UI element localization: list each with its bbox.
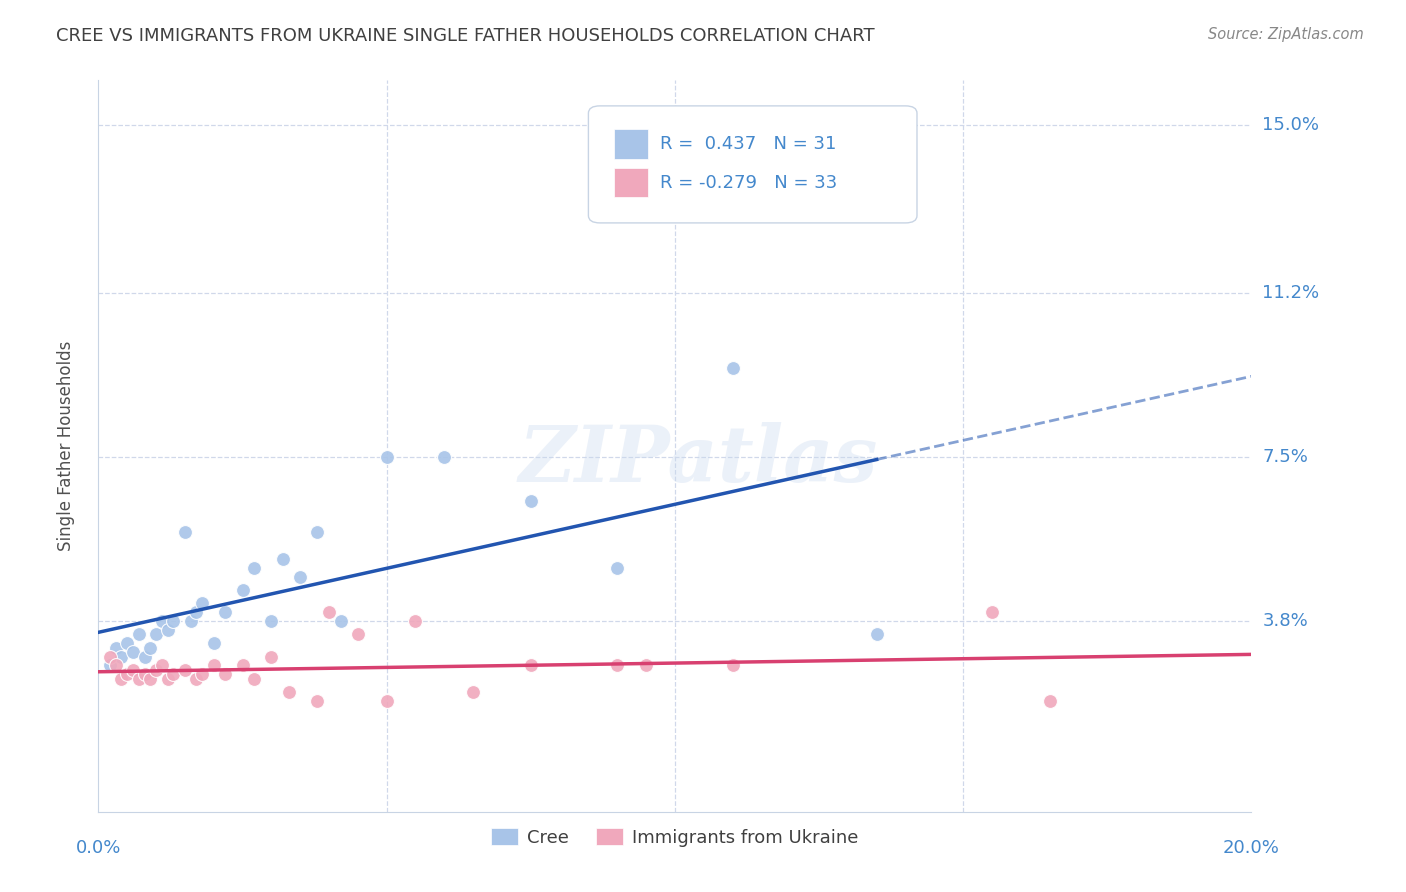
- Point: [433, 450, 456, 464]
- Text: Source: ZipAtlas.com: Source: ZipAtlas.com: [1208, 27, 1364, 42]
- Point: [110, 649, 132, 664]
- Y-axis label: Single Father Households: Single Father Households: [56, 341, 75, 551]
- Point: [145, 627, 167, 641]
- Point: [202, 636, 225, 650]
- Point: [156, 623, 179, 637]
- Legend: Cree, Immigrants from Ukraine: Cree, Immigrants from Ukraine: [484, 822, 866, 854]
- Point: [191, 667, 214, 681]
- Point: [202, 658, 225, 673]
- Text: CREE VS IMMIGRANTS FROM UKRAINE SINGLE FATHER HOUSEHOLDS CORRELATION CHART: CREE VS IMMIGRANTS FROM UKRAINE SINGLE F…: [56, 27, 875, 45]
- FancyBboxPatch shape: [589, 106, 917, 223]
- Point: [981, 605, 1004, 619]
- Point: [318, 605, 340, 619]
- Point: [122, 663, 145, 677]
- Text: R = -0.279   N = 33: R = -0.279 N = 33: [659, 174, 837, 192]
- Point: [243, 561, 266, 575]
- Point: [104, 658, 127, 673]
- Point: [122, 645, 145, 659]
- Point: [162, 667, 184, 681]
- Point: [346, 627, 368, 641]
- Text: 3.8%: 3.8%: [1263, 612, 1308, 630]
- Point: [186, 672, 208, 686]
- Point: [134, 649, 156, 664]
- Point: [307, 694, 329, 708]
- Point: [866, 627, 889, 641]
- Point: [606, 658, 628, 673]
- Point: [277, 685, 299, 699]
- Text: 15.0%: 15.0%: [1263, 116, 1319, 134]
- Point: [104, 640, 127, 655]
- Point: [520, 494, 543, 508]
- Point: [260, 614, 283, 628]
- Point: [260, 649, 283, 664]
- Point: [191, 596, 214, 610]
- Point: [1039, 694, 1062, 708]
- Text: 11.2%: 11.2%: [1263, 284, 1320, 302]
- Point: [243, 672, 266, 686]
- Point: [117, 667, 139, 681]
- Point: [98, 649, 121, 664]
- Point: [307, 525, 329, 540]
- Point: [150, 614, 173, 628]
- Point: [405, 614, 427, 628]
- Point: [180, 614, 202, 628]
- Text: 7.5%: 7.5%: [1263, 448, 1309, 467]
- Point: [606, 561, 628, 575]
- Point: [145, 663, 167, 677]
- Point: [721, 658, 744, 673]
- Point: [117, 636, 139, 650]
- Point: [128, 672, 150, 686]
- Point: [636, 658, 658, 673]
- Point: [721, 361, 744, 376]
- Point: [461, 685, 484, 699]
- Point: [214, 605, 236, 619]
- Point: [186, 605, 208, 619]
- Point: [150, 658, 173, 673]
- Point: [290, 570, 312, 584]
- Point: [375, 694, 398, 708]
- Point: [174, 663, 197, 677]
- Point: [214, 667, 236, 681]
- Point: [329, 614, 352, 628]
- Point: [162, 614, 184, 628]
- Text: 0.0%: 0.0%: [76, 839, 121, 857]
- Point: [156, 672, 179, 686]
- Point: [110, 672, 132, 686]
- Point: [271, 552, 294, 566]
- Point: [139, 640, 162, 655]
- Text: ZIPatlas: ZIPatlas: [519, 423, 877, 499]
- Point: [134, 667, 156, 681]
- Point: [231, 658, 254, 673]
- Bar: [614, 168, 648, 197]
- Point: [139, 672, 162, 686]
- Bar: [614, 129, 648, 159]
- Text: 20.0%: 20.0%: [1223, 839, 1279, 857]
- Point: [174, 525, 197, 540]
- Point: [520, 658, 543, 673]
- Point: [231, 583, 254, 598]
- Text: R =  0.437   N = 31: R = 0.437 N = 31: [659, 135, 837, 153]
- Point: [128, 627, 150, 641]
- Point: [375, 450, 398, 464]
- Point: [98, 658, 121, 673]
